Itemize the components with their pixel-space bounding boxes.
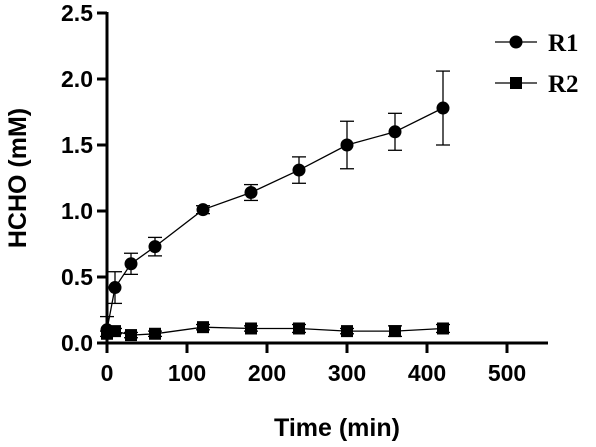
x-tick-label: 300 xyxy=(328,360,366,386)
series-r1-line xyxy=(106,107,444,330)
x-tick-label: 500 xyxy=(488,360,526,386)
y-tick-label: 1.5 xyxy=(61,132,93,158)
data-point-r2 xyxy=(125,329,137,342)
legend-item-r2: R2 xyxy=(495,71,579,98)
data-point-r2 xyxy=(109,325,121,338)
x-tick-label: 100 xyxy=(168,360,206,386)
data-point-r2 xyxy=(149,327,161,340)
legend-label: R1 xyxy=(548,30,579,57)
data-point-r1 xyxy=(388,125,402,139)
legend: R1 R2 xyxy=(495,30,579,98)
data-point-r2 xyxy=(245,322,257,335)
series-layer xyxy=(100,70,450,344)
data-point-r1 xyxy=(148,240,162,254)
y-tick-label: 0.0 xyxy=(61,330,93,356)
y-axis-title: HCHO (mM) xyxy=(4,108,32,248)
legend-label: R2 xyxy=(548,71,579,98)
data-point-r1 xyxy=(436,101,450,115)
data-point-r1 xyxy=(108,281,122,295)
legend-marker xyxy=(510,77,522,89)
legend-marker xyxy=(509,35,523,49)
data-point-r2 xyxy=(389,325,401,338)
series-r1 xyxy=(100,70,450,344)
y-tick-label: 2.0 xyxy=(61,66,93,92)
data-point-r2 xyxy=(197,321,209,334)
y-tick-label: 0.5 xyxy=(61,264,93,290)
ticks: 0 100 200 300 400 500 0.0 0.5 1.0 1.5 2.0 2.5 xyxy=(61,0,526,386)
y-tick-label: 1.0 xyxy=(61,198,93,224)
y-tick-label: 2.5 xyxy=(61,0,93,26)
x-axis-title: Time (min) xyxy=(274,414,400,442)
data-point-r1 xyxy=(340,138,354,152)
data-point-r2 xyxy=(293,322,305,335)
data-point-r1 xyxy=(292,163,306,177)
data-point-r1 xyxy=(244,186,258,200)
data-point-r2 xyxy=(437,322,449,335)
data-point-r1 xyxy=(196,203,210,217)
x-tick-label: 0 xyxy=(101,360,114,386)
data-point-r2 xyxy=(341,325,353,338)
series-r2-line xyxy=(106,326,444,336)
data-point-r1 xyxy=(124,257,138,271)
series-r2 xyxy=(100,321,450,342)
x-tick-label: 400 xyxy=(408,360,446,386)
x-tick-label: 200 xyxy=(248,360,286,386)
legend-item-r1: R1 xyxy=(495,30,579,57)
axes xyxy=(105,12,548,345)
